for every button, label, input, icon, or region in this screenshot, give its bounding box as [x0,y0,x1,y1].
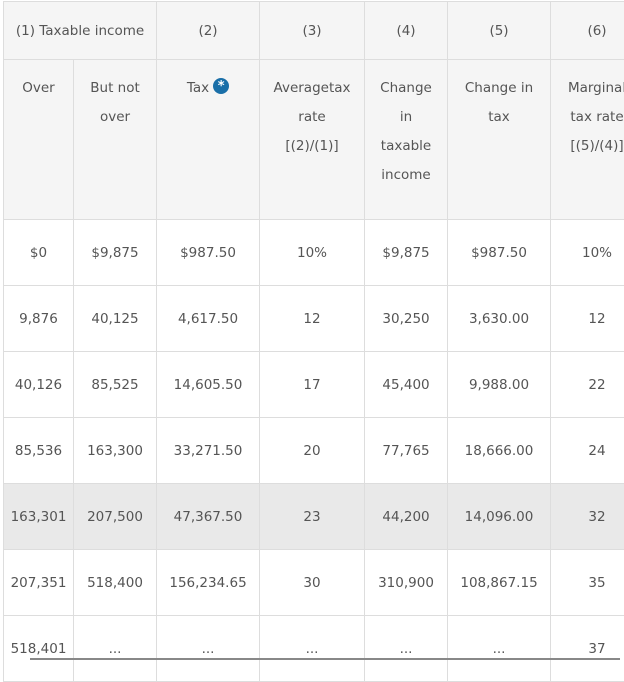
cell-but-not-over: $9,875 [74,220,157,286]
cell-change-in-tax: 18,666.00 [448,418,551,484]
cell-average-tax-rate: 20 [260,418,365,484]
info-icon[interactable]: * [213,78,229,94]
cell-change-in-tax: 14,096.00 [448,484,551,550]
header-change-taxable-income-line-2: in [365,103,447,132]
cell-marginal-tax-rate: 37 [551,616,624,682]
cell-change-taxable-income: ... [365,616,448,682]
cell-but-not-over: 40,125 [74,286,157,352]
cell-change-taxable-income: $9,875 [365,220,448,286]
header-change-taxable-income: Change in taxable income [365,60,448,220]
cell-tax: $987.50 [157,220,260,286]
header-marginal-tax-rate-line-1: Marginal [551,74,624,103]
cell-change-in-tax: 108,867.15 [448,550,551,616]
header-average-tax-rate-line-2: rate [260,103,364,132]
cell-average-tax-rate: 30 [260,550,365,616]
cell-change-in-tax: $987.50 [448,220,551,286]
table-row: 85,536 163,300 33,271.50 20 77,765 18,66… [4,418,624,484]
header-row-numbers: (1) Taxable income (2) (3) (4) (5) (6) [4,2,624,60]
cell-over: 85,536 [4,418,74,484]
cell-but-not-over: 85,525 [74,352,157,418]
header-over: Over [4,60,74,220]
header-but-not-over-line-1: But not [74,74,156,103]
cell-change-in-tax: ... [448,616,551,682]
header-average-tax-rate: Averagetax rate [(2)/(1)] [260,60,365,220]
cell-but-not-over: 163,300 [74,418,157,484]
header-row-labels: Over But not over Tax* Averagetax rate [… [4,60,624,220]
table-row: 40,126 85,525 14,605.50 17 45,400 9,988.… [4,352,624,418]
header-marginal-tax-rate-line-2: tax rate [551,103,624,132]
cell-over: 40,126 [4,352,74,418]
header-col-6: (6) [551,2,624,60]
header-but-not-over: But not over [74,60,157,220]
header-tax-label: Tax [187,80,209,96]
cell-but-not-over: 518,400 [74,550,157,616]
cell-over: 207,351 [4,550,74,616]
header-change-taxable-income-line-4: income [365,161,447,190]
header-col-4: (4) [365,2,448,60]
cell-change-in-tax: 9,988.00 [448,352,551,418]
cell-over: 9,876 [4,286,74,352]
header-col-5: (5) [448,2,551,60]
cell-tax: 14,605.50 [157,352,260,418]
cell-change-taxable-income: 77,765 [365,418,448,484]
cell-marginal-tax-rate: 12 [551,286,624,352]
header-col-3: (3) [260,2,365,60]
cell-change-taxable-income: 44,200 [365,484,448,550]
cell-but-not-over: 207,500 [74,484,157,550]
header-taxable-income: (1) Taxable income [4,2,157,60]
header-change-taxable-income-line-1: Change [365,74,447,103]
table-row: 9,876 40,125 4,617.50 12 30,250 3,630.00… [4,286,624,352]
cell-average-tax-rate: 17 [260,352,365,418]
cell-marginal-tax-rate: 10% [551,220,624,286]
cell-over: $0 [4,220,74,286]
cell-tax: ... [157,616,260,682]
table-row-highlighted: 163,301 207,500 47,367.50 23 44,200 14,0… [4,484,624,550]
cell-marginal-tax-rate: 24 [551,418,624,484]
cell-but-not-over: ... [74,616,157,682]
cell-marginal-tax-rate: 22 [551,352,624,418]
cell-average-tax-rate: 23 [260,484,365,550]
table-row: $0 $9,875 $987.50 10% $9,875 $987.50 10% [4,220,624,286]
header-col-2: (2) [157,2,260,60]
header-marginal-tax-rate: Marginal tax rate [(5)/(4)] [551,60,624,220]
header-change-in-tax-line-2: tax [448,103,550,132]
cell-average-tax-rate: 12 [260,286,365,352]
tax-rate-table: (1) Taxable income (2) (3) (4) (5) (6) O… [3,1,624,682]
cell-tax: 47,367.50 [157,484,260,550]
cell-tax: 4,617.50 [157,286,260,352]
table-row: 518,401 ... ... ... ... ... 37 [4,616,624,682]
cell-over: 518,401 [4,616,74,682]
header-average-tax-rate-line-1: Averagetax [260,74,364,103]
cell-marginal-tax-rate: 35 [551,550,624,616]
header-change-in-tax-line-1: Change in [448,74,550,103]
cell-over: 163,301 [4,484,74,550]
header-but-not-over-line-2: over [74,103,156,132]
cell-average-tax-rate: ... [260,616,365,682]
cell-marginal-tax-rate: 32 [551,484,624,550]
header-change-taxable-income-line-3: taxable [365,132,447,161]
table-bottom-divider [30,658,620,660]
cell-change-in-tax: 3,630.00 [448,286,551,352]
table-row: 207,351 518,400 156,234.65 30 310,900 10… [4,550,624,616]
cell-tax: 33,271.50 [157,418,260,484]
cell-change-taxable-income: 310,900 [365,550,448,616]
cell-change-taxable-income: 45,400 [365,352,448,418]
cell-average-tax-rate: 10% [260,220,365,286]
header-over-label: Over [22,80,54,96]
header-change-in-tax: Change in tax [448,60,551,220]
header-tax: Tax* [157,60,260,220]
header-average-tax-rate-line-3: [(2)/(1)] [260,132,364,161]
header-marginal-tax-rate-line-3: [(5)/(4)] [551,132,624,161]
cell-change-taxable-income: 30,250 [365,286,448,352]
cell-tax: 156,234.65 [157,550,260,616]
